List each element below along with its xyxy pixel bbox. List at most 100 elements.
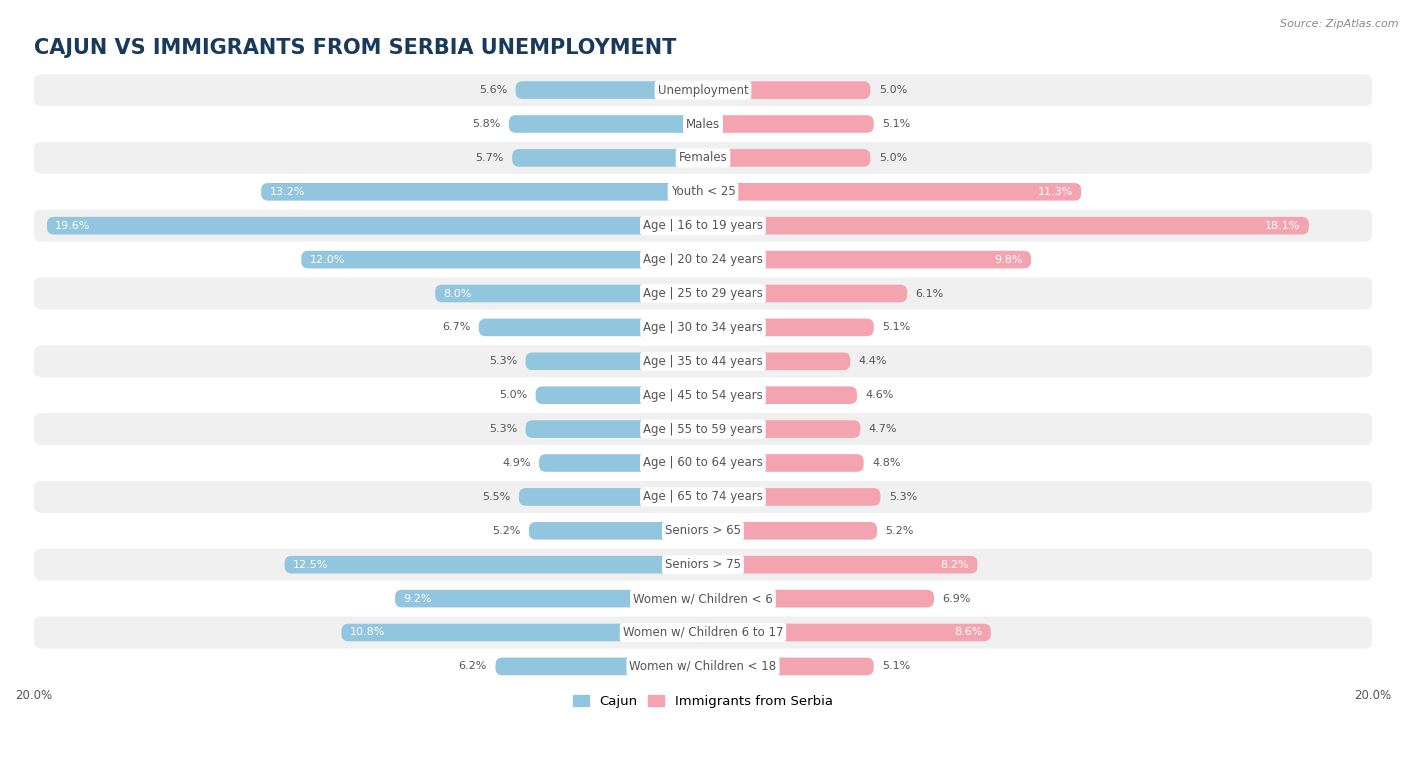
Text: Women w/ Children < 6: Women w/ Children < 6 [633, 592, 773, 605]
FancyBboxPatch shape [703, 353, 851, 370]
FancyBboxPatch shape [526, 420, 703, 438]
Text: 13.2%: 13.2% [270, 187, 305, 197]
Text: Age | 35 to 44 years: Age | 35 to 44 years [643, 355, 763, 368]
FancyBboxPatch shape [703, 285, 907, 302]
FancyBboxPatch shape [519, 488, 703, 506]
FancyBboxPatch shape [538, 454, 703, 472]
Text: 8.6%: 8.6% [955, 628, 983, 637]
Text: Age | 65 to 74 years: Age | 65 to 74 years [643, 491, 763, 503]
FancyBboxPatch shape [34, 345, 1372, 377]
FancyBboxPatch shape [34, 142, 1372, 174]
Text: 5.7%: 5.7% [475, 153, 503, 163]
Text: Source: ZipAtlas.com: Source: ZipAtlas.com [1281, 19, 1399, 29]
Text: 8.0%: 8.0% [443, 288, 472, 298]
FancyBboxPatch shape [703, 251, 1031, 269]
FancyBboxPatch shape [703, 115, 873, 132]
FancyBboxPatch shape [34, 549, 1372, 581]
FancyBboxPatch shape [703, 658, 873, 675]
Text: 5.1%: 5.1% [882, 662, 910, 671]
Text: 4.7%: 4.7% [869, 424, 897, 434]
Text: 9.8%: 9.8% [994, 254, 1022, 265]
Text: Males: Males [686, 117, 720, 130]
FancyBboxPatch shape [703, 522, 877, 540]
FancyBboxPatch shape [703, 386, 858, 404]
FancyBboxPatch shape [516, 81, 703, 99]
FancyBboxPatch shape [34, 379, 1372, 411]
Text: 5.8%: 5.8% [472, 119, 501, 129]
Text: 5.6%: 5.6% [479, 85, 508, 95]
FancyBboxPatch shape [703, 420, 860, 438]
FancyBboxPatch shape [34, 583, 1372, 615]
FancyBboxPatch shape [529, 522, 703, 540]
Text: 5.5%: 5.5% [482, 492, 510, 502]
Text: Age | 20 to 24 years: Age | 20 to 24 years [643, 253, 763, 266]
Text: 6.9%: 6.9% [942, 593, 970, 603]
FancyBboxPatch shape [703, 590, 934, 607]
FancyBboxPatch shape [34, 176, 1372, 207]
Text: Age | 25 to 29 years: Age | 25 to 29 years [643, 287, 763, 300]
Text: 4.4%: 4.4% [859, 357, 887, 366]
FancyBboxPatch shape [478, 319, 703, 336]
FancyBboxPatch shape [536, 386, 703, 404]
Text: Age | 16 to 19 years: Age | 16 to 19 years [643, 220, 763, 232]
FancyBboxPatch shape [34, 311, 1372, 344]
Text: Age | 55 to 59 years: Age | 55 to 59 years [643, 422, 763, 435]
FancyBboxPatch shape [703, 454, 863, 472]
Text: 6.2%: 6.2% [458, 662, 486, 671]
FancyBboxPatch shape [703, 183, 1081, 201]
FancyBboxPatch shape [34, 515, 1372, 547]
FancyBboxPatch shape [34, 616, 1372, 649]
FancyBboxPatch shape [703, 624, 991, 641]
Text: 5.3%: 5.3% [489, 424, 517, 434]
Text: 6.7%: 6.7% [441, 322, 471, 332]
FancyBboxPatch shape [526, 353, 703, 370]
Text: 5.0%: 5.0% [499, 390, 527, 400]
FancyBboxPatch shape [46, 217, 703, 235]
FancyBboxPatch shape [301, 251, 703, 269]
Text: 5.1%: 5.1% [882, 119, 910, 129]
Text: 5.2%: 5.2% [492, 526, 520, 536]
FancyBboxPatch shape [509, 115, 703, 132]
Text: 12.5%: 12.5% [292, 559, 329, 570]
FancyBboxPatch shape [34, 481, 1372, 512]
Text: Females: Females [679, 151, 727, 164]
FancyBboxPatch shape [703, 217, 1309, 235]
FancyBboxPatch shape [342, 624, 703, 641]
FancyBboxPatch shape [512, 149, 703, 167]
Text: 5.0%: 5.0% [879, 85, 907, 95]
FancyBboxPatch shape [703, 556, 977, 574]
Text: 5.1%: 5.1% [882, 322, 910, 332]
Text: Age | 45 to 54 years: Age | 45 to 54 years [643, 388, 763, 402]
Text: 4.9%: 4.9% [502, 458, 530, 468]
Text: 19.6%: 19.6% [55, 221, 91, 231]
Text: Unemployment: Unemployment [658, 83, 748, 97]
Text: 8.2%: 8.2% [941, 559, 969, 570]
Text: Age | 30 to 34 years: Age | 30 to 34 years [643, 321, 763, 334]
FancyBboxPatch shape [34, 244, 1372, 276]
FancyBboxPatch shape [34, 74, 1372, 106]
Text: 5.0%: 5.0% [879, 153, 907, 163]
FancyBboxPatch shape [34, 278, 1372, 310]
FancyBboxPatch shape [703, 149, 870, 167]
Text: 4.8%: 4.8% [872, 458, 900, 468]
Text: 18.1%: 18.1% [1265, 221, 1301, 231]
FancyBboxPatch shape [395, 590, 703, 607]
Text: 10.8%: 10.8% [350, 628, 385, 637]
Text: Youth < 25: Youth < 25 [671, 185, 735, 198]
Legend: Cajun, Immigrants from Serbia: Cajun, Immigrants from Serbia [568, 690, 838, 713]
Text: 5.3%: 5.3% [889, 492, 917, 502]
FancyBboxPatch shape [703, 319, 873, 336]
Text: 5.2%: 5.2% [886, 526, 914, 536]
Text: Women w/ Children 6 to 17: Women w/ Children 6 to 17 [623, 626, 783, 639]
Text: Women w/ Children < 18: Women w/ Children < 18 [630, 660, 776, 673]
Text: 4.6%: 4.6% [865, 390, 894, 400]
Text: 11.3%: 11.3% [1038, 187, 1073, 197]
FancyBboxPatch shape [284, 556, 703, 574]
Text: Seniors > 65: Seniors > 65 [665, 525, 741, 537]
FancyBboxPatch shape [34, 447, 1372, 479]
FancyBboxPatch shape [34, 210, 1372, 241]
Text: 9.2%: 9.2% [404, 593, 432, 603]
FancyBboxPatch shape [703, 488, 880, 506]
FancyBboxPatch shape [34, 108, 1372, 140]
Text: 12.0%: 12.0% [309, 254, 344, 265]
